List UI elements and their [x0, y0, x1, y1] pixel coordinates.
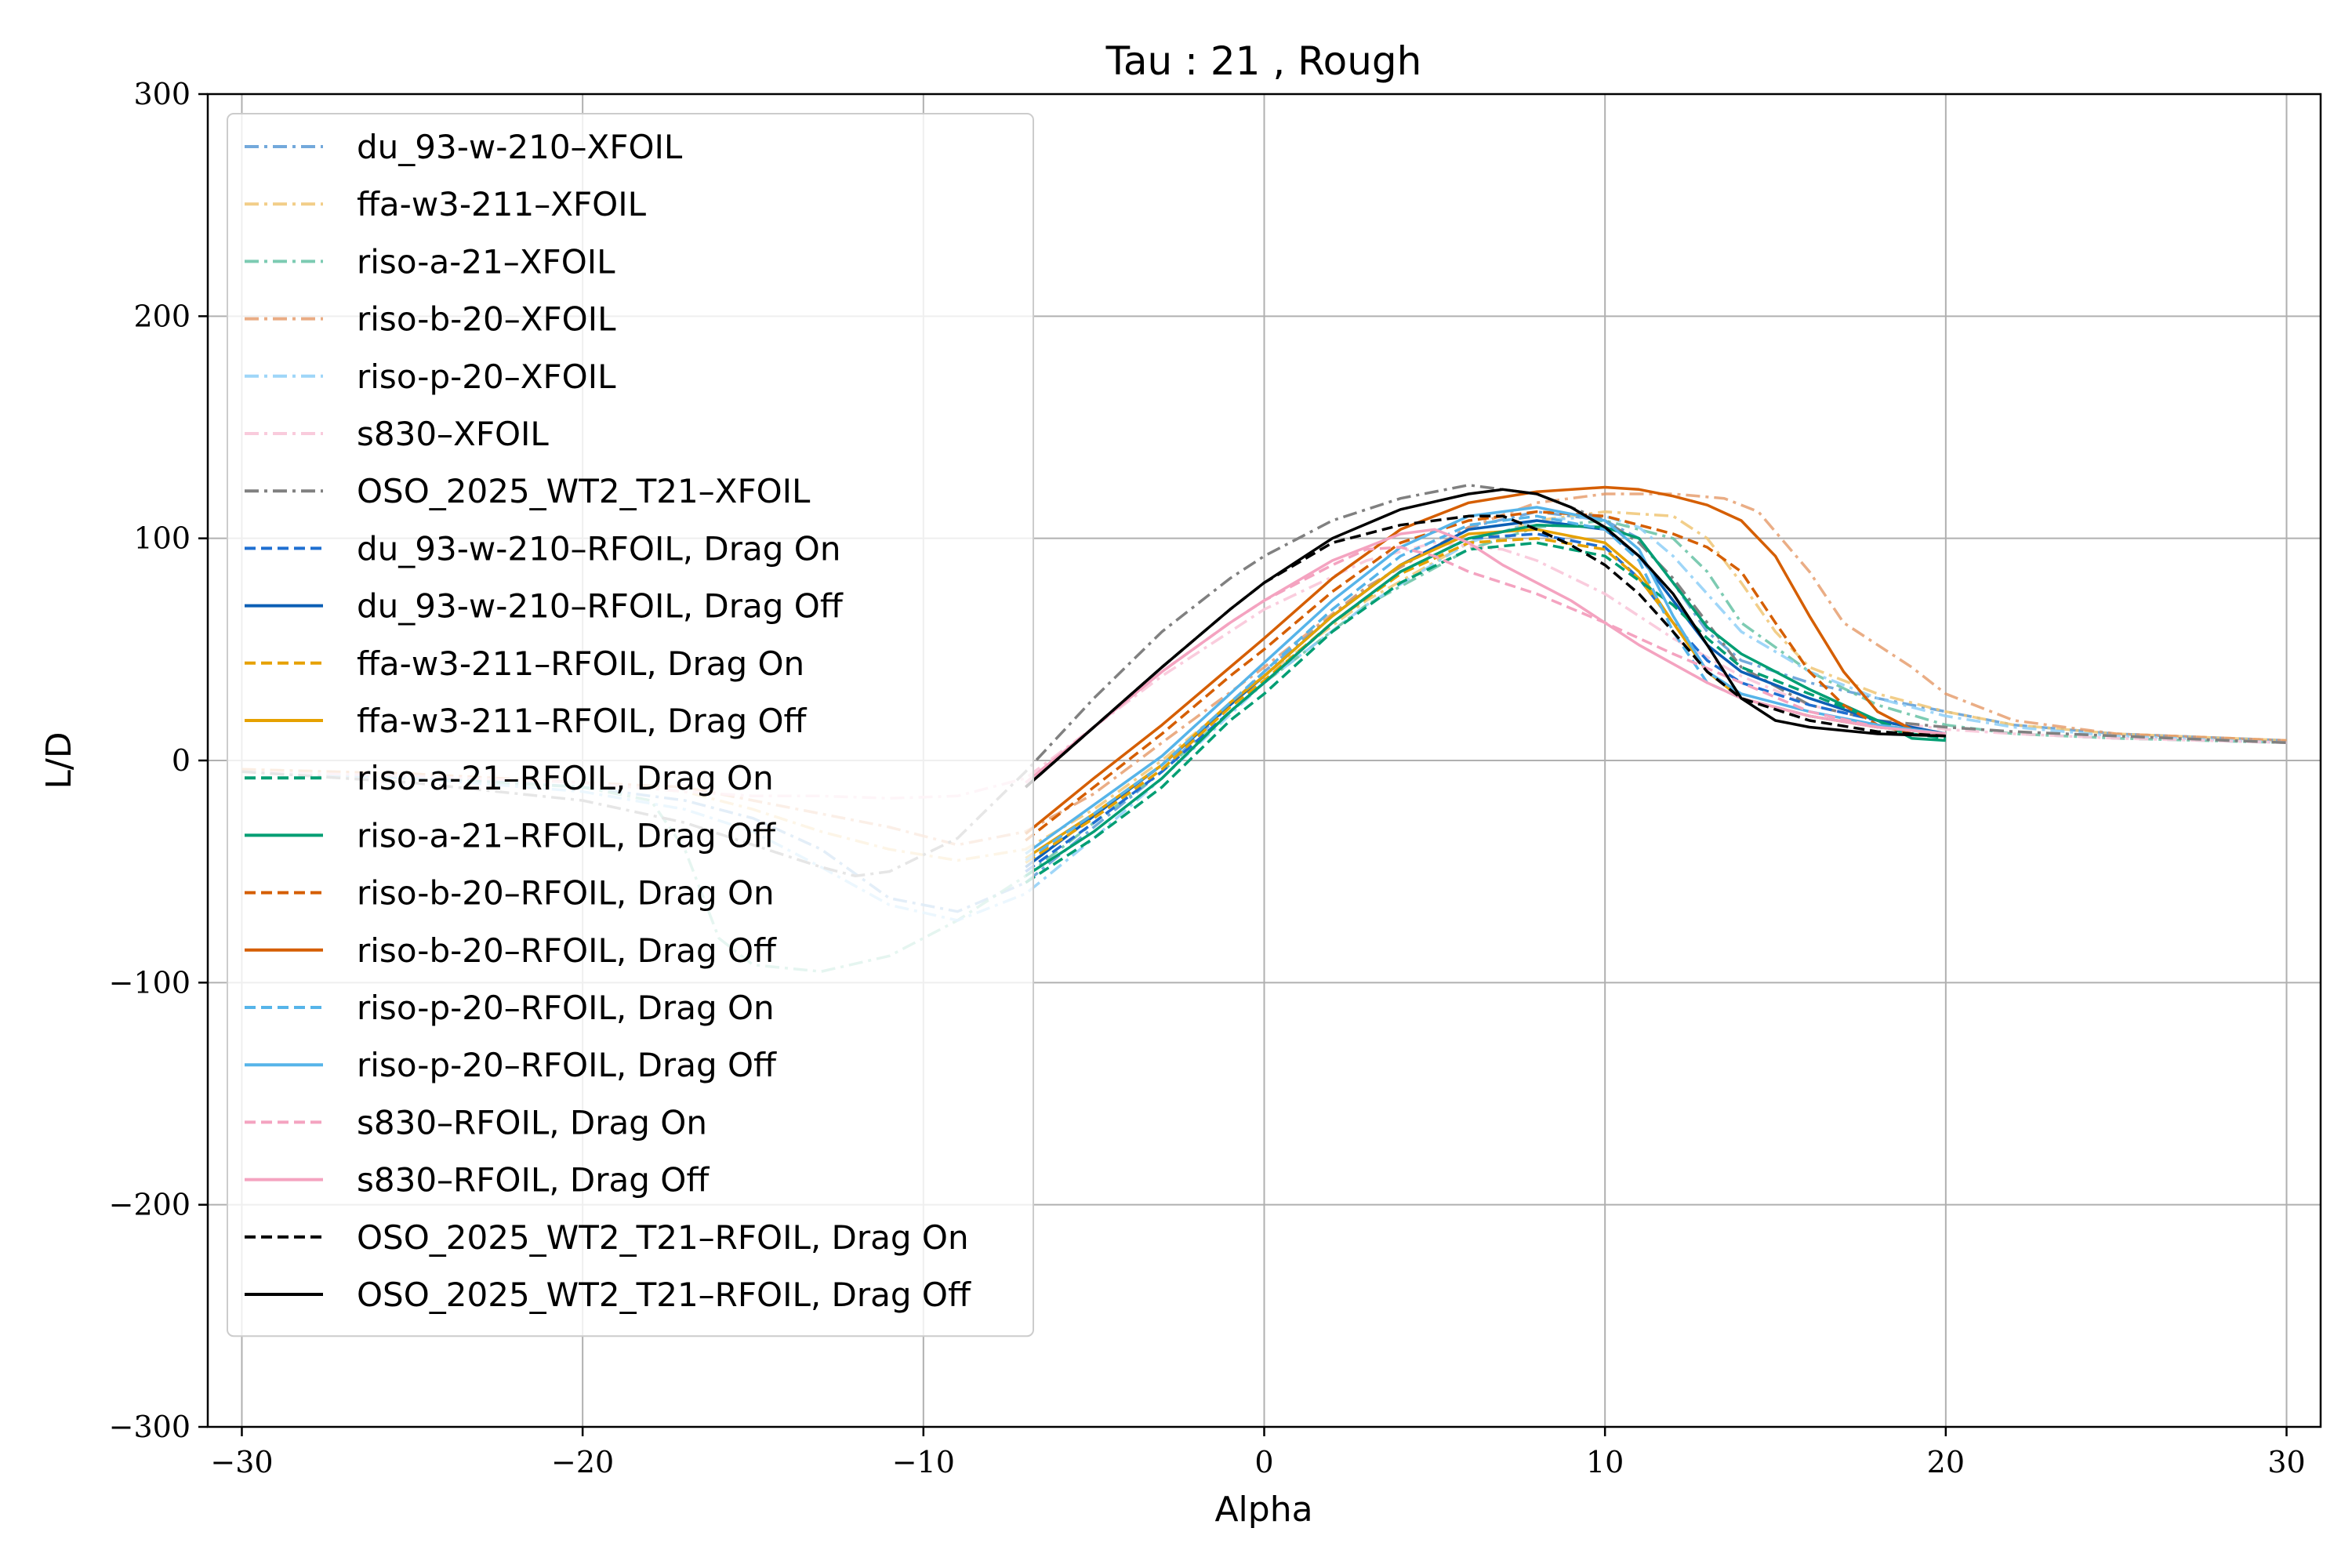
series-line-12 [1025, 523, 1947, 877]
legend-entry: riso-a-21–RFOIL, Drag Off [357, 816, 776, 855]
series-line-20 [1025, 488, 1946, 789]
legend-entry: riso-b-20–XFOIL [357, 300, 616, 339]
y-tick-label: 300 [133, 77, 191, 111]
legend-entry: riso-b-20–RFOIL, Drag On [357, 874, 775, 913]
legend-entry: riso-p-20–XFOIL [357, 358, 616, 396]
y-tick-label: 200 [133, 299, 191, 333]
legend-box [227, 113, 1034, 1338]
y-tick-label: 0 [172, 743, 191, 778]
x-tick-label: 10 [1586, 1445, 1624, 1479]
legend-entry: du_93-w-210–RFOIL, Drag On [357, 529, 840, 568]
legend-entry: ffa-w3-211–RFOIL, Drag On [357, 644, 804, 683]
legend-entry: OSO_2025_WT2_T21–XFOIL [357, 472, 811, 510]
x-tick-label: 20 [1927, 1445, 1965, 1479]
series-line-14 [1025, 485, 1947, 835]
x-axis-label: Alpha [1214, 1490, 1312, 1530]
series-line-7 [1025, 532, 1947, 873]
y-tick-label: −200 [109, 1188, 191, 1222]
legend-entry: s830–RFOIL, Drag Off [357, 1161, 710, 1200]
legend-entry: OSO_2025_WT2_T21–RFOIL, Drag Off [357, 1276, 971, 1314]
legend-entry: riso-p-20–RFOIL, Drag Off [357, 1046, 777, 1084]
legend-entry: s830–RFOIL, Drag On [357, 1103, 707, 1142]
x-tick-label: −20 [551, 1445, 614, 1479]
legend-entry: OSO_2025_WT2_T21–RFOIL, Drag On [357, 1218, 969, 1257]
series-line-13 [1025, 510, 1947, 842]
chart-title: Tau : 21 , Rough [1105, 38, 1422, 84]
legend-entry: riso-a-21–XFOIL [357, 242, 615, 281]
legend-entry: riso-p-20–RFOIL, Drag On [357, 989, 775, 1027]
series-line-18 [1025, 528, 1947, 784]
y-axis-label: L/D [39, 731, 79, 789]
y-tick-label: −300 [109, 1410, 191, 1444]
legend-entry: s830–XFOIL [357, 415, 549, 453]
y-tick-label: −100 [109, 965, 191, 1000]
legend-entry: du_93-w-210–XFOIL [357, 128, 683, 166]
series-line-16 [1025, 506, 1947, 855]
y-tick-label: 100 [133, 521, 191, 556]
legend-entry: riso-b-20–RFOIL, Drag Off [357, 931, 777, 970]
legend-entry: ffa-w3-211–XFOIL [357, 185, 647, 223]
x-tick-label: −10 [892, 1445, 955, 1479]
legend: du_93-w-210–XFOIL ffa-w3-211–XFOIL riso-a-… [227, 113, 1034, 1338]
series-line-1 [241, 510, 2287, 862]
x-tick-label: −30 [210, 1445, 273, 1479]
legend-entry: riso-a-21–RFOIL, Drag On [357, 759, 774, 797]
legend-entry: ffa-w3-211–RFOIL, Drag Off [357, 702, 808, 740]
legend-entry: du_93-w-210–RFOIL, Drag Off [357, 587, 844, 626]
x-tick-label: 0 [1254, 1445, 1273, 1479]
x-tick-label: 30 [2267, 1445, 2305, 1479]
